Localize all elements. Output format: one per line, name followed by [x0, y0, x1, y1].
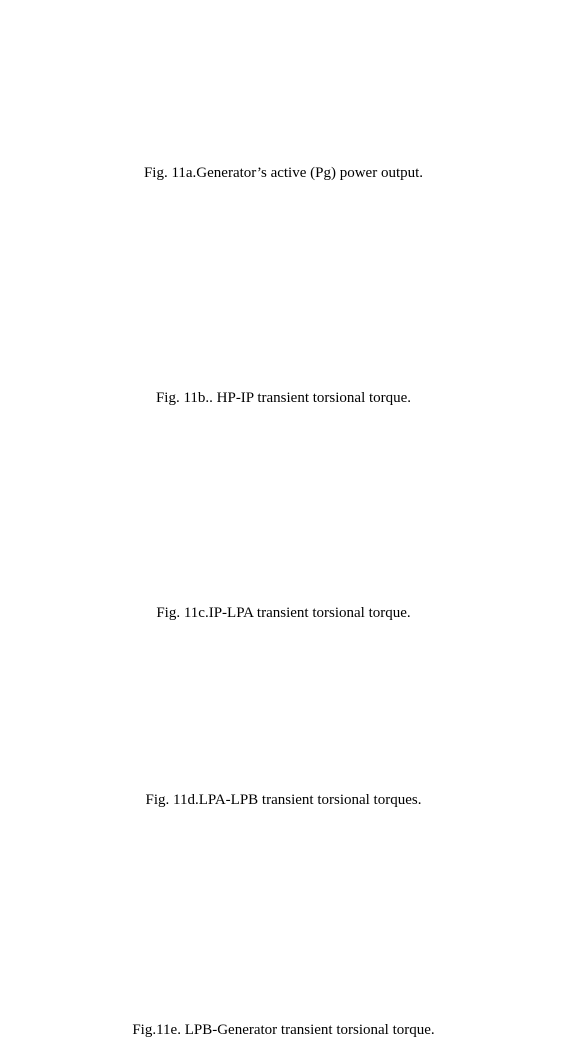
caption-11c: Fig. 11c.IP-LPA transient torsional torq…	[156, 605, 411, 621]
caption-11b: Fig. 11b.. HP-IP transient torsional tor…	[155, 390, 412, 406]
chart-11d	[0, 626, 567, 791]
figure-11e: Fig.11e. LPB-Generator transient torsion…	[0, 812, 567, 1050]
figure-11c: Fig. 11c.IP-LPA transient torsional torq…	[0, 410, 567, 635]
chart-11c	[0, 410, 567, 605]
figure-11d: Fig. 11d.LPA-LPB transient torsional tor…	[0, 626, 567, 816]
chart-11a	[0, 0, 567, 170]
chart-11b	[0, 183, 567, 388]
caption-11d: Fig. 11d.LPA-LPB transient torsional tor…	[145, 792, 422, 808]
figure-11b: Fig. 11b.. HP-IP transient torsional tor…	[0, 183, 567, 413]
caption-11e: Fig.11e. LPB-Generator transient torsion…	[132, 1022, 435, 1038]
figure-11a: Fig. 11a.Generator’s active (Pg) power o…	[0, 0, 567, 190]
caption-11a: Fig. 11a.Generator’s active (Pg) power o…	[143, 165, 424, 181]
chart-11e	[0, 812, 567, 1022]
